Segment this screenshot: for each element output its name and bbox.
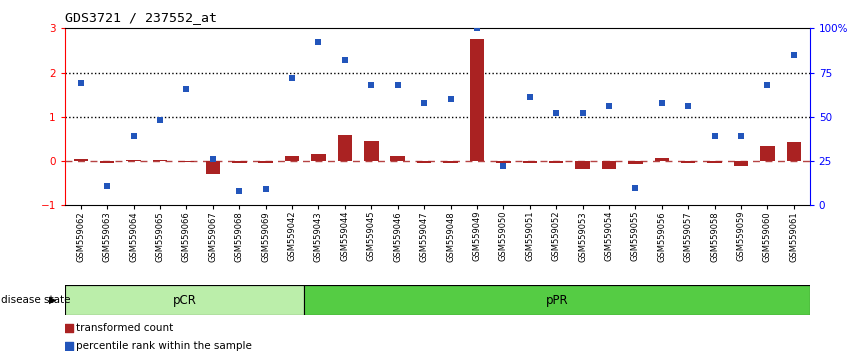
Bar — [496, 161, 511, 163]
Point — [760, 82, 774, 88]
Point — [655, 100, 669, 105]
Bar — [760, 145, 775, 161]
Point — [100, 183, 114, 189]
Point — [523, 95, 537, 100]
Bar — [549, 161, 564, 163]
Point — [470, 25, 484, 31]
Bar — [258, 161, 273, 163]
Bar — [655, 158, 669, 161]
Bar — [628, 161, 643, 164]
Bar — [100, 161, 114, 163]
Text: pPR: pPR — [546, 293, 568, 307]
Bar — [126, 160, 141, 161]
Text: ▶: ▶ — [48, 295, 56, 305]
Text: percentile rank within the sample: percentile rank within the sample — [76, 341, 252, 351]
Bar — [734, 161, 748, 166]
Text: transformed count: transformed count — [76, 323, 173, 333]
Point — [153, 118, 167, 123]
Bar — [205, 161, 220, 175]
Point — [365, 82, 378, 88]
Bar — [522, 161, 537, 163]
Point — [734, 133, 748, 139]
Point — [62, 343, 76, 348]
Bar — [285, 156, 300, 161]
Point — [206, 156, 220, 162]
Bar — [469, 39, 484, 161]
Point — [391, 82, 404, 88]
Bar — [179, 161, 194, 162]
Bar — [786, 143, 801, 161]
Point — [312, 40, 326, 45]
Point — [74, 80, 87, 86]
Bar — [338, 135, 352, 161]
Bar — [391, 156, 405, 161]
Bar — [304, 285, 810, 315]
Bar — [681, 161, 695, 163]
Point — [443, 96, 457, 102]
Bar — [152, 160, 167, 161]
Point — [576, 110, 590, 116]
Bar — [232, 161, 247, 163]
Bar — [708, 161, 722, 163]
Point — [787, 52, 801, 58]
Text: GDS3721 / 237552_at: GDS3721 / 237552_at — [65, 11, 217, 24]
Point — [708, 133, 721, 139]
Bar — [575, 161, 590, 169]
Point — [285, 75, 299, 81]
Text: disease state: disease state — [1, 295, 70, 305]
Bar — [602, 161, 617, 169]
Point — [126, 133, 140, 139]
Point — [682, 103, 695, 109]
Point — [602, 103, 616, 109]
Point — [62, 325, 76, 331]
Bar — [417, 161, 431, 163]
Bar — [311, 154, 326, 161]
Bar — [74, 159, 88, 161]
Point — [417, 100, 431, 105]
Point — [259, 187, 273, 192]
Point — [549, 110, 563, 116]
Bar — [65, 285, 304, 315]
Bar — [364, 141, 378, 161]
Point — [338, 57, 352, 63]
Point — [179, 86, 193, 91]
Point — [496, 164, 510, 169]
Point — [629, 185, 643, 190]
Bar — [443, 161, 458, 163]
Point — [232, 188, 246, 194]
Text: pCR: pCR — [172, 293, 197, 307]
